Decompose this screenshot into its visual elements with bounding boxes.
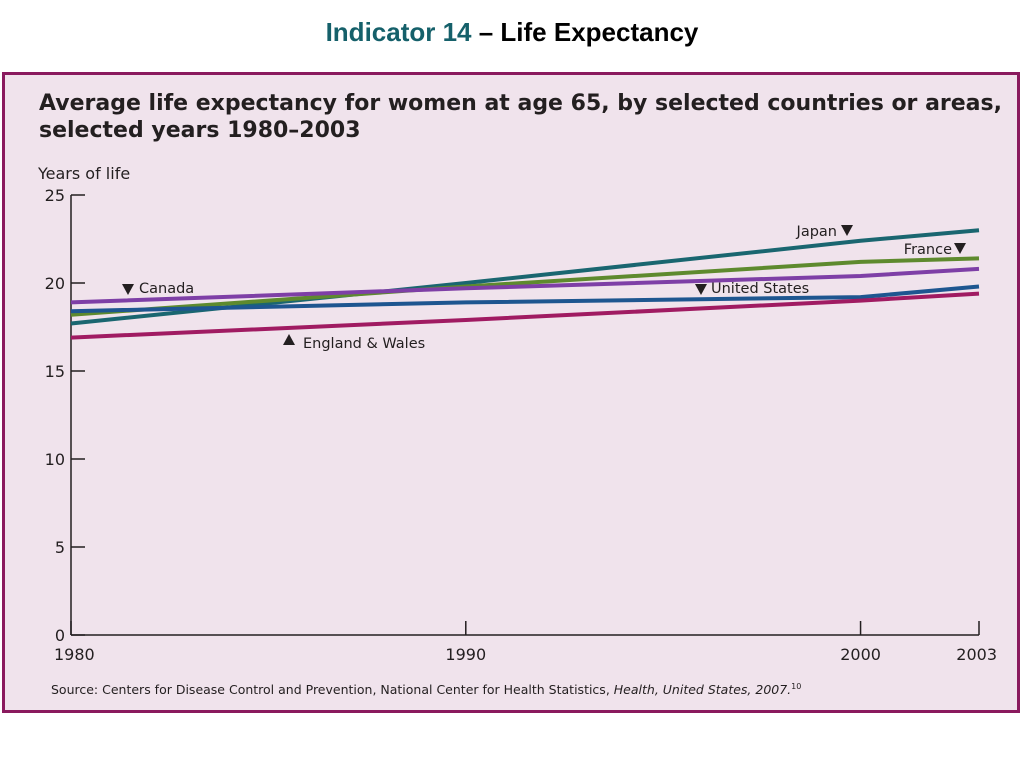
series-line-england-wales [70,291,980,340]
series-label-united-states: United States [711,281,809,297]
triangle-down-icon [954,243,966,254]
source-note: Source: Centers for Disease Control and … [51,682,801,697]
y-tick-label: 5 [55,538,65,557]
source-note-publication: Health, United States, 2007. [614,682,791,697]
chart-title-line1: Average life expectancy for women at age… [39,91,1002,116]
series-line-canada [70,266,980,305]
slide-title-topic: – Life Expectancy [471,17,699,47]
y-tick-label: 10 [45,450,65,469]
y-axis-title: Years of life [37,164,130,183]
series-label-canada: Canada [139,281,194,297]
x-tick-label: 2003 [956,645,997,664]
triangle-down-icon [841,225,853,236]
triangle-down-icon [122,284,134,295]
y-tick-label: 20 [45,274,65,293]
series-label-japan: Japan [796,224,837,240]
y-tick-label: 0 [55,626,65,645]
series-label-france: France [904,242,952,258]
series-label-england-wales: England & Wales [303,336,425,352]
triangle-down-icon [695,284,707,295]
chart-title-line2: selected years 1980–2003 [39,118,361,143]
series-line-france [70,256,980,317]
triangle-up-icon [283,334,295,345]
chart-panel: Average life expectancy for women at age… [2,72,1020,713]
series-line-united-states [70,284,980,314]
slide-title: Indicator 14 – Life Expectancy [0,14,1024,50]
source-note-reference: 10 [791,682,801,691]
source-note-prefix: Source: Centers for Disease Control and … [51,682,614,697]
y-tick-label: 25 [45,186,65,205]
x-tick-label: 1990 [445,645,486,664]
life-expectancy-chart: Average life expectancy for women at age… [37,91,1002,697]
x-tick-label: 2000 [840,645,881,664]
y-tick-label: 15 [45,362,65,381]
slide-title-indicator: Indicator 14 [325,17,472,47]
x-tick-label: 1980 [54,645,95,664]
series-line-japan [70,228,980,326]
